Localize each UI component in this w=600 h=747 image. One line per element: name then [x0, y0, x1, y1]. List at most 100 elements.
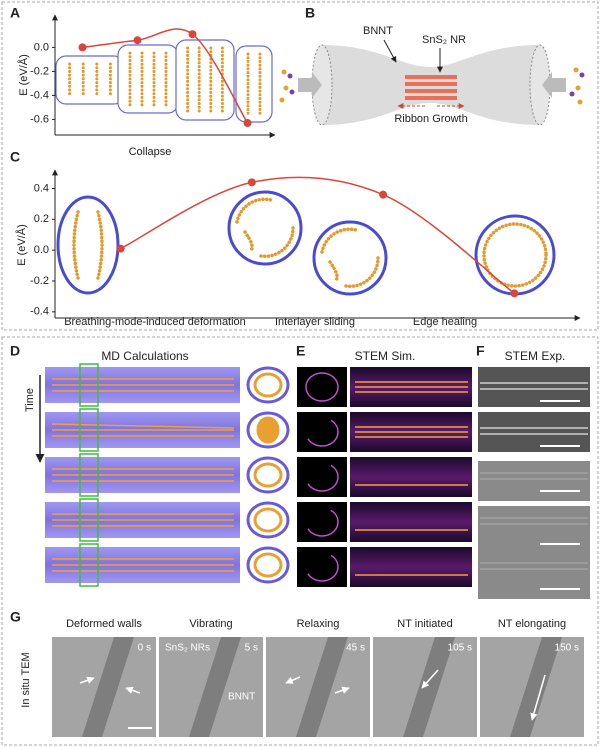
frame-label: NT initiated	[397, 618, 452, 630]
frame-time: 0 s	[138, 643, 151, 654]
md-section	[253, 372, 283, 398]
nanotube-band	[296, 637, 348, 737]
frame-label: Vibrating	[189, 618, 232, 630]
panel-label: F	[476, 343, 485, 359]
stem-exp	[478, 506, 590, 554]
atom-chain	[328, 260, 339, 282]
stem-sim-ring	[305, 552, 339, 582]
stem-sim-ring	[305, 417, 339, 447]
md-section	[253, 462, 283, 488]
tube-cross-section	[175, 39, 235, 121]
annotation: Interlayer sliding	[275, 316, 355, 328]
y-tick-label: 0.2	[34, 213, 49, 225]
md-section	[256, 416, 280, 444]
atom-chain	[72, 210, 80, 280]
atom-chain	[344, 256, 380, 289]
tube-cross-section	[55, 55, 125, 105]
tube-cross-section	[56, 195, 120, 295]
flow-arrow	[298, 72, 322, 98]
frame-time: 105 s	[448, 643, 472, 654]
md-section	[253, 552, 283, 578]
stem-exp	[478, 461, 590, 501]
molecules	[279, 67, 585, 105]
panel-label: B	[305, 5, 315, 21]
annotation: Edge healing	[413, 316, 477, 328]
atom-chain	[243, 230, 254, 252]
axis-label: Time	[24, 388, 36, 412]
frame-label: Relaxing	[297, 618, 340, 630]
frame-time: 150 s	[555, 643, 579, 654]
md-window	[79, 363, 99, 407]
atom-chain	[235, 197, 273, 224]
md-window	[79, 498, 99, 542]
y-tick-label: 0.0	[34, 41, 49, 53]
ribbon	[405, 82, 457, 86]
pointer	[383, 39, 397, 63]
ribbon	[405, 96, 457, 100]
y-tick-label: -0.4	[30, 89, 49, 101]
data-point	[133, 36, 142, 45]
stem-sim-ring	[305, 462, 339, 492]
md-window	[79, 453, 99, 497]
pointer	[530, 674, 546, 721]
stem-sim-ring	[305, 507, 339, 537]
data-point	[78, 43, 87, 52]
data-point	[243, 119, 252, 127]
data-point	[247, 178, 256, 187]
nanotube-band	[189, 637, 241, 737]
y-tick-label: -0.4	[30, 306, 49, 318]
label: SnS₂ NR	[422, 34, 466, 46]
label: Ribbon Growth	[394, 113, 467, 125]
frame-time: 45 s	[346, 643, 365, 654]
atom-chain	[96, 210, 104, 280]
stem-exp	[478, 551, 590, 599]
ribbon	[405, 75, 457, 79]
ribbon	[405, 89, 457, 93]
panel-frame	[1, 1, 599, 331]
tube-cross-section	[117, 44, 179, 114]
tem-frames: Deformed walls 0 s Vibrating 5 s Relaxing 45 …	[52, 618, 584, 737]
data-point	[116, 244, 125, 253]
data-point	[510, 289, 519, 298]
y-tick-label: -0.2	[30, 65, 49, 77]
energy-curve	[82, 28, 249, 124]
y-tick-label: 0.4	[34, 182, 49, 194]
data-point	[188, 30, 197, 39]
frame-annotation: BNNT	[228, 692, 255, 703]
stem-sim-side	[350, 457, 472, 497]
y-tick-label: -0.2	[30, 275, 49, 287]
y-tick-label: 0.0	[34, 244, 49, 256]
stem-sim-side	[350, 547, 472, 587]
md-window	[79, 543, 99, 587]
panel-title: STEM Exp.	[505, 349, 566, 363]
panel-label: G	[10, 609, 21, 625]
nanotube-band	[510, 637, 562, 737]
tube-cross-section	[235, 45, 273, 123]
md-ribbon	[51, 423, 235, 429]
md-section	[253, 507, 283, 533]
tube-cross-section	[312, 220, 388, 296]
atom-ring	[482, 222, 548, 288]
y-tick-label: -0.6	[30, 113, 49, 125]
data-point	[379, 190, 388, 199]
pointer	[334, 686, 350, 694]
panel-label: A	[10, 5, 20, 21]
tube-cross-section	[474, 214, 556, 296]
panel-label: C	[10, 149, 20, 165]
label: BNNT	[363, 25, 393, 37]
tube-cross-section	[227, 190, 303, 266]
nanotube-band	[82, 637, 134, 737]
atom-chain	[320, 227, 358, 254]
md-window	[79, 408, 99, 452]
y-axis-label: E (eV/Å)	[15, 224, 28, 266]
y-axis-label: E (eV/Å)	[17, 54, 30, 96]
side-label: In situ TEM	[20, 652, 32, 707]
frame-label: NT elongating	[498, 618, 566, 630]
frame-annotation: SnS₂ NRs	[165, 643, 210, 654]
panel-label: E	[296, 343, 305, 359]
panel-label: D	[10, 343, 20, 359]
pointer	[125, 686, 141, 694]
frame-label: Deformed walls	[66, 618, 142, 630]
